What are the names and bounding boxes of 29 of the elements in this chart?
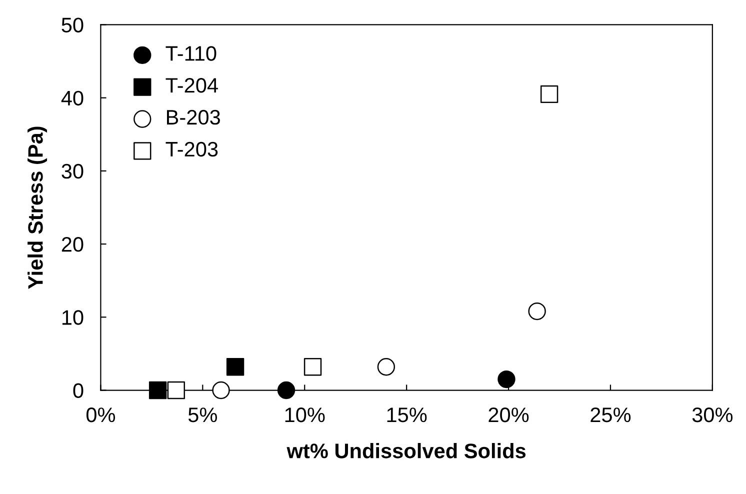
point bbox=[226, 358, 244, 376]
point bbox=[304, 358, 322, 376]
y-tick-label: 40 bbox=[61, 90, 84, 106]
x-tick-label: 15% bbox=[387, 408, 427, 422]
point bbox=[377, 358, 396, 376]
legend-label: T-203 bbox=[166, 142, 218, 157]
point bbox=[212, 381, 230, 400]
y-tick-label: 30 bbox=[62, 164, 84, 179]
x-tick-label: 0% bbox=[86, 407, 116, 422]
y-tick-label: 50 bbox=[62, 18, 84, 32]
x-tick-label: 30% bbox=[692, 407, 733, 422]
y-tick-label: 0 bbox=[73, 383, 84, 398]
x-tick-label: 25% bbox=[590, 407, 631, 422]
y-tick-label: 10 bbox=[62, 310, 84, 325]
x-tick-label: 20% bbox=[488, 407, 529, 422]
point bbox=[148, 381, 167, 400]
y-tick-label: 20 bbox=[62, 237, 84, 252]
x-tick-label: 5% bbox=[188, 408, 217, 422]
point bbox=[540, 85, 558, 103]
x-tick-label: 10% bbox=[285, 407, 325, 422]
point bbox=[498, 370, 516, 388]
legend-label: B-203 bbox=[167, 110, 220, 125]
legend-label: T-110 bbox=[166, 46, 216, 61]
legend-label: T-204 bbox=[166, 78, 218, 93]
point bbox=[528, 302, 546, 320]
y-axis-title: Yield Stress (Pa) bbox=[28, 126, 47, 289]
x-axis-title: wt% Undissolved Solids bbox=[286, 443, 526, 458]
point bbox=[277, 381, 296, 400]
point bbox=[167, 381, 185, 400]
